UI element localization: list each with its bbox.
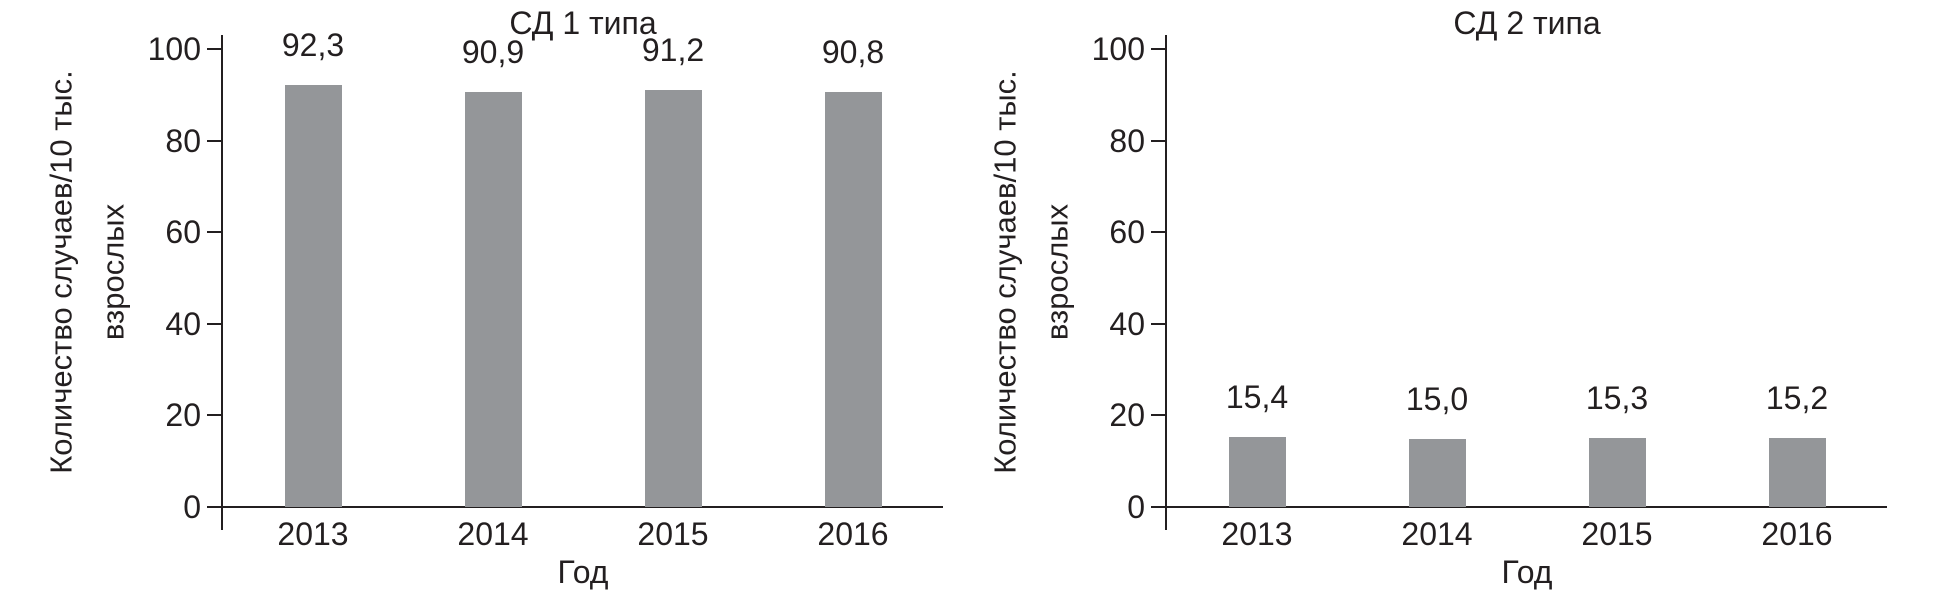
y-axis-tick-label: 80 — [1109, 123, 1145, 159]
y-axis-tick — [207, 140, 221, 142]
x-axis-line — [221, 506, 943, 508]
bar-value-label: 15,4 — [1225, 379, 1289, 415]
bar-2014 — [465, 92, 522, 507]
y-axis-tick-label: 80 — [165, 123, 201, 159]
chart-title: СД 2 типа — [1453, 5, 1601, 41]
bar-value-label: 90,8 — [821, 34, 885, 70]
y-axis-tick-label: 40 — [1109, 306, 1145, 342]
bar-2013 — [285, 85, 342, 507]
y-axis-tick — [1151, 323, 1165, 325]
y-axis-tick-label: 60 — [1109, 214, 1145, 250]
x-axis-line — [1165, 506, 1887, 508]
x-category-label: 2016 — [1761, 516, 1833, 552]
y-axis-tick-label: 0 — [183, 489, 201, 525]
y-axis-tick-label: 60 — [165, 214, 201, 250]
x-category-label: 2014 — [1401, 516, 1473, 552]
y-axis-tick — [1151, 48, 1165, 50]
y-axis-tick-label: 100 — [1091, 31, 1145, 67]
bar-value-label: 91,2 — [641, 32, 705, 68]
y-axis-tick-label: 20 — [165, 397, 201, 433]
y-axis-tick — [207, 231, 221, 233]
y-axis-line — [1165, 35, 1167, 530]
y-axis-tick-label: 0 — [1127, 489, 1145, 525]
x-category-label: 2013 — [277, 516, 349, 552]
bar-2015 — [1589, 438, 1646, 507]
bar-value-label: 92,3 — [281, 27, 345, 63]
y-axis-tick — [1151, 140, 1165, 142]
x-category-label: 2015 — [637, 516, 709, 552]
y-axis-tick — [207, 48, 221, 50]
bar-2016 — [1769, 438, 1826, 507]
bar-2013 — [1229, 437, 1286, 507]
x-category-label: 2016 — [817, 516, 889, 552]
x-category-label: 2015 — [1581, 516, 1653, 552]
y-axis-tick-label: 20 — [1109, 397, 1145, 433]
x-category-label: 2014 — [457, 516, 529, 552]
bar-2015 — [645, 90, 702, 507]
bar-value-label: 15,3 — [1585, 380, 1649, 416]
y-axis-tick — [1151, 231, 1165, 233]
chart-title: СД 1 типа — [509, 5, 657, 41]
y-axis-tick — [207, 506, 221, 508]
bar-value-label: 15,2 — [1765, 380, 1829, 416]
y-axis-tick — [1151, 506, 1165, 508]
x-axis-label: Год — [1501, 554, 1553, 590]
x-axis-label: Год — [557, 554, 609, 590]
bar-value-label: 15,0 — [1405, 381, 1469, 417]
y-axis-tick — [207, 414, 221, 416]
x-category-label: 2013 — [1221, 516, 1293, 552]
y-axis-tick-label: 100 — [147, 31, 201, 67]
bar-value-label: 90,9 — [461, 34, 525, 70]
y-axis-line — [221, 35, 223, 530]
bar-2014 — [1409, 439, 1466, 507]
y-axis-label-line1: Количество случаев/10 тыс. — [987, 70, 1023, 474]
y-axis-tick-label: 40 — [165, 306, 201, 342]
y-axis-tick — [1151, 414, 1165, 416]
y-axis-tick — [207, 323, 221, 325]
bar-2016 — [825, 92, 882, 507]
